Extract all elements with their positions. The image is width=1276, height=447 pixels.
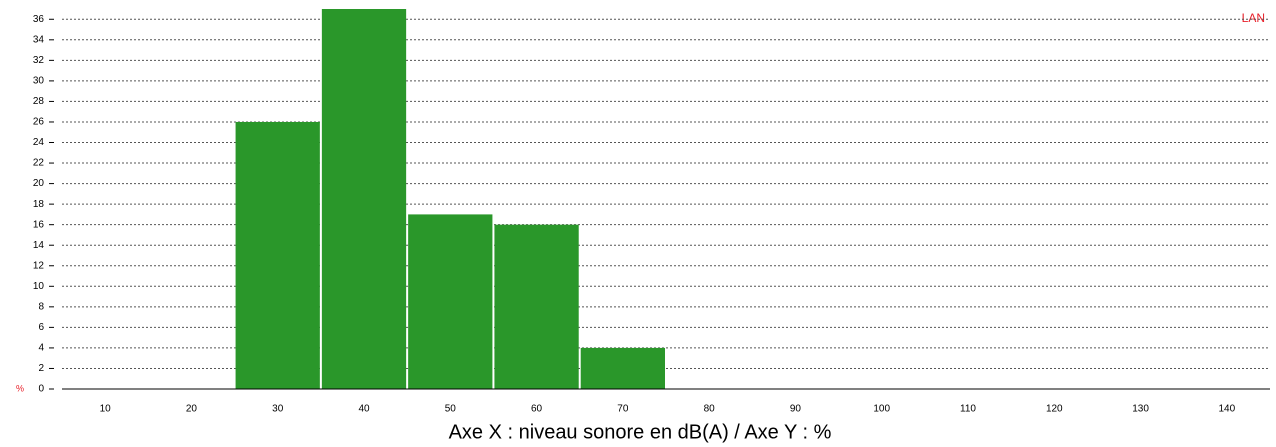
- y-tick-label: 4: [38, 343, 44, 354]
- x-tick-label: 130: [1132, 404, 1149, 415]
- x-tick-label: 110: [960, 404, 976, 415]
- y-tick-label: 14: [33, 240, 45, 251]
- y-tick-label: 10: [33, 281, 45, 292]
- x-tick-label: 60: [531, 404, 543, 415]
- x-tick-label: 120: [1046, 404, 1063, 415]
- y-tick-label: 16: [33, 219, 45, 230]
- y-tick-label: 26: [33, 117, 45, 128]
- y-axis-label: %: [16, 383, 24, 393]
- x-tick-label: 50: [445, 404, 457, 415]
- y-tick-label: 32: [33, 55, 45, 66]
- x-tick-label: 70: [617, 404, 629, 415]
- bar: [494, 224, 579, 389]
- x-tick-label: 20: [186, 404, 198, 415]
- y-tick-label: 30: [33, 76, 45, 87]
- x-tick-label: 90: [790, 404, 802, 415]
- bar: [321, 9, 407, 389]
- y-tick-label: 8: [38, 301, 44, 312]
- y-tick-label: 22: [33, 158, 45, 169]
- y-tick-label: 6: [38, 322, 44, 333]
- annotation: LAN: [1242, 11, 1265, 25]
- y-tick-label: 36: [33, 14, 45, 25]
- bar: [408, 214, 493, 389]
- x-tick-label: 10: [100, 404, 112, 415]
- y-tick-label: 34: [33, 34, 45, 45]
- x-axis-label: Axe X : niveau sonore en dB(A) / Axe Y :…: [449, 421, 832, 443]
- bar: [235, 121, 320, 390]
- y-tick-label: 24: [33, 137, 45, 148]
- y-tick-label: 28: [33, 96, 45, 107]
- x-tick-label: 100: [873, 404, 890, 415]
- y-tick-label: 18: [33, 199, 45, 210]
- y-tick-label: 0: [38, 384, 44, 395]
- x-tick-label: 80: [704, 404, 716, 415]
- bar: [580, 347, 665, 389]
- x-tick-label: 140: [1219, 404, 1236, 415]
- y-tick-label: 12: [33, 260, 45, 271]
- y-tick-label: 2: [38, 363, 44, 374]
- y-tick-label: 20: [33, 178, 45, 189]
- x-tick-label: 30: [272, 404, 284, 415]
- x-tick-label: 40: [358, 404, 370, 415]
